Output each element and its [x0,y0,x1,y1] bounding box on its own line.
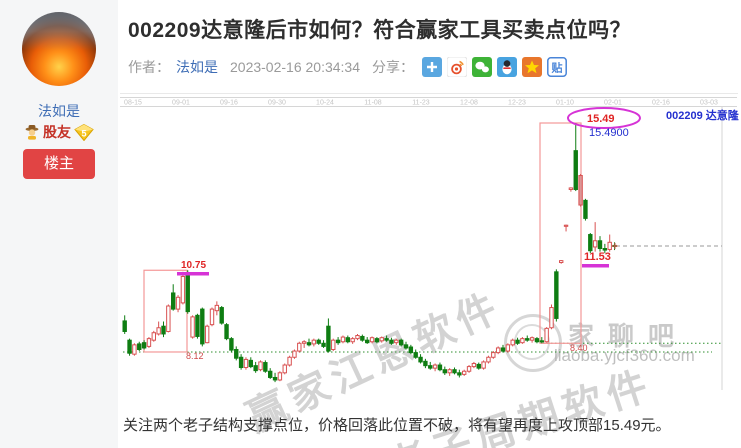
share-label: 分享： [372,59,414,75]
avatar[interactable] [22,12,96,86]
tieba-icon[interactable]: 贴 [547,57,567,77]
post-title: 002209达意隆后市如何？符合赢家工具买卖点位吗？ [128,19,632,42]
svg-text:02-01: 02-01 [604,100,622,107]
svg-text:8.12: 8.12 [186,351,204,361]
svg-text:01-10: 01-10 [556,100,574,107]
svg-text:12-08: 12-08 [460,100,478,107]
post-meta-row: 作者： 法如是 2023-02-16 20:34:34 分享： [128,57,741,77]
svg-text:8.40: 8.40 [570,343,588,353]
author-link[interactable]: 法如是 [176,59,218,75]
role-label: 股友 [43,124,71,140]
author-sidebar: 法如是 股友 5 楼主 [0,0,118,448]
wechat-icon[interactable] [472,57,492,77]
watermark-domain-text: liaoba.yjcf360.com [554,346,695,365]
watermark-logo-circle [504,314,562,372]
level-diamond-badge: 5 [74,123,94,141]
divider [120,93,738,94]
svg-text:08-15: 08-15 [124,100,142,107]
post-datetime: 2023-02-16 20:34:34 [230,59,360,75]
svg-text:12-23: 12-23 [508,100,526,107]
tieba-char: 贴 [551,60,563,74]
svg-text:09-30: 09-30 [268,100,286,107]
sidebar-username[interactable]: 法如是 [38,103,80,119]
user-badges: 股友 5 [0,122,118,142]
qq-icon[interactable] [497,57,517,77]
svg-text:15.49: 15.49 [587,113,615,125]
post-comment: 关注两个老子结构支撑点位，价格回落此位置不破，将有望再度上攻顶部15.49元。 [123,417,671,434]
level-number: 5 [81,128,86,138]
svg-text:09-01: 09-01 [172,100,190,107]
svg-text:10.75: 10.75 [181,260,206,271]
share-more-icon[interactable] [422,57,442,77]
watermark-brand-text: 家聊吧 [568,321,689,351]
svg-text:11-23: 11-23 [412,100,429,107]
qzone-icon[interactable] [522,57,542,77]
svg-text:15.4900: 15.4900 [589,127,629,139]
author-label: 作者： [128,59,170,75]
stock-friend-icon [25,125,39,140]
svg-text:09-16: 09-16 [220,100,238,107]
weibo-icon[interactable] [447,57,467,77]
svg-text:10-24: 10-24 [316,100,334,107]
svg-text:11.53: 11.53 [584,251,611,263]
svg-text:11-08: 11-08 [364,100,381,107]
svg-text:02-16: 02-16 [652,100,670,107]
floor-owner-badge: 楼主 [23,149,95,179]
share-icon-bar: 贴 [422,57,567,77]
post-main: 002209达意隆后市如何？符合赢家工具买卖点位吗？ 作者： 法如是 2023-… [118,0,741,77]
svg-text:03-03: 03-03 [700,100,718,107]
svg-text:002209 达意隆: 002209 达意隆 [666,108,740,122]
